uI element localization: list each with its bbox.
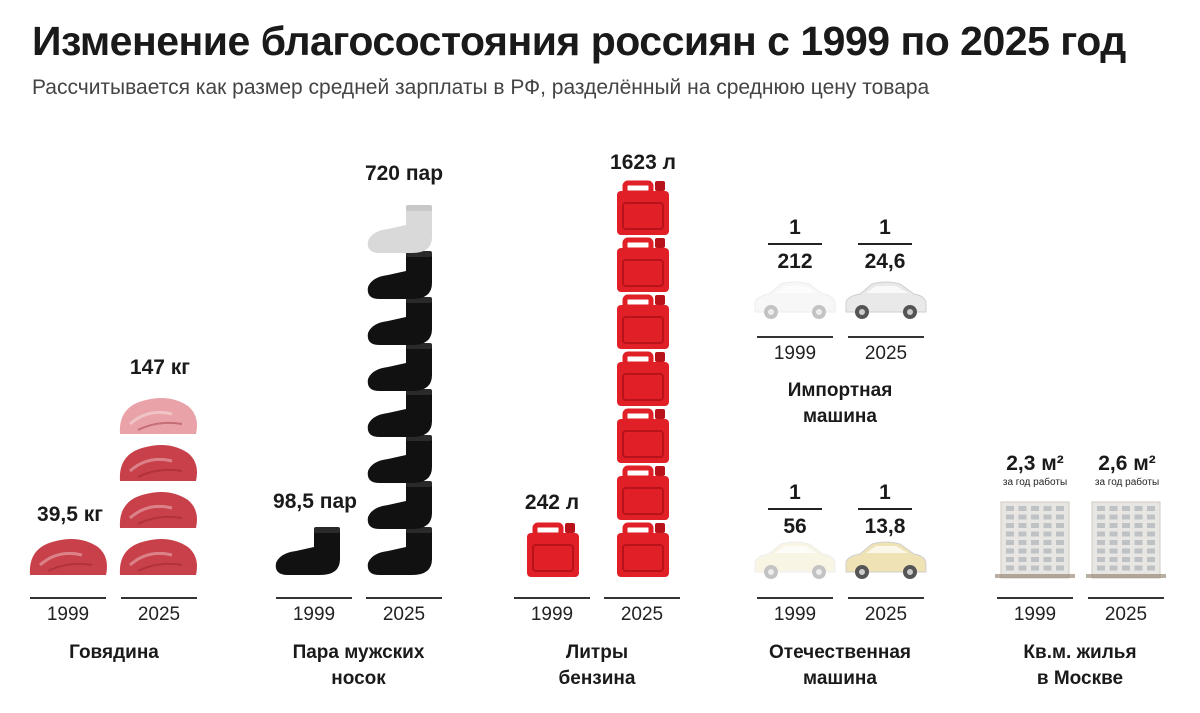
year-label: 2025 xyxy=(864,343,908,364)
category-line: Пара мужских xyxy=(292,642,425,663)
baseline xyxy=(514,597,590,599)
meat-icon xyxy=(119,398,197,434)
category-domestic-car: Отечественная машина xyxy=(740,640,940,692)
sock-icon xyxy=(367,297,432,345)
import-1999-denominator: 212 xyxy=(777,250,813,273)
category-line: машина xyxy=(803,406,877,427)
chart-subtitle: Рассчитывается как размер средней зарпла… xyxy=(32,76,930,99)
category-beef: Говядина xyxy=(69,642,159,663)
domestic-2025-fraction: 1 13,8 xyxy=(858,482,912,538)
chart-title: Изменение благосостояния россиян с 1999 … xyxy=(32,18,1126,64)
sock-icon xyxy=(367,251,432,299)
baseline xyxy=(997,597,1073,599)
category-line: бензина xyxy=(558,668,636,689)
housing-1999-value: 2,3 м² xyxy=(1006,452,1064,475)
year-label: 1999 xyxy=(1013,604,1057,625)
sock-icon xyxy=(367,389,432,437)
domestic-2025-numerator: 1 xyxy=(879,481,891,504)
housing-1999-note: за год работы xyxy=(1002,477,1068,488)
domestic-1999-numerator: 1 xyxy=(789,481,801,504)
fuel-1999-value: 242 л xyxy=(524,491,580,514)
meat-icon xyxy=(119,492,197,528)
baseline xyxy=(366,597,442,599)
year-label: 2025 xyxy=(382,604,426,625)
category-fuel: Литры бензина xyxy=(514,640,680,692)
car-icon xyxy=(845,281,927,319)
sock-icon xyxy=(275,527,340,575)
year-label: 1999 xyxy=(773,343,817,364)
car-icon xyxy=(754,541,836,579)
baseline xyxy=(276,597,352,599)
domestic-1999-denominator: 56 xyxy=(783,515,807,538)
meat-icon xyxy=(119,445,197,481)
category-line: машина xyxy=(803,668,877,689)
baseline xyxy=(1088,597,1164,599)
category-import-car: Импортная машина xyxy=(745,378,935,430)
domestic-2025-denominator: 13,8 xyxy=(864,515,906,538)
import-2025-numerator: 1 xyxy=(879,216,891,239)
jerrycan-icon xyxy=(617,180,669,235)
jerrycan-icon xyxy=(617,465,669,520)
housing-2025-value: 2,6 м² xyxy=(1098,452,1156,475)
car-icon xyxy=(754,281,836,319)
building-icon xyxy=(995,501,1075,579)
year-label: 2025 xyxy=(137,604,181,625)
sock-icon xyxy=(367,343,432,391)
import-2025-fraction: 1 24,6 xyxy=(858,217,912,273)
beef-1999-value: 39,5 кг xyxy=(37,503,103,526)
year-label: 1999 xyxy=(773,604,817,625)
category-line: в Москве xyxy=(1036,668,1124,689)
housing-2025-note: за год работы xyxy=(1094,477,1160,488)
sock-icon xyxy=(367,527,432,575)
import-1999-fraction: 1 212 xyxy=(768,217,822,273)
baseline xyxy=(757,597,833,599)
jerrycan-icon xyxy=(617,408,669,463)
fuel-2025-value: 1623 л xyxy=(610,151,676,174)
sock-icon xyxy=(367,435,432,483)
baseline xyxy=(848,336,924,338)
import-2025-denominator: 24,6 xyxy=(864,250,906,273)
meat-icon xyxy=(29,539,107,575)
jerrycan-icon xyxy=(617,294,669,349)
category-housing: Кв.м. жилья в Москве xyxy=(990,640,1170,692)
category-line: Литры xyxy=(565,642,629,663)
jerrycan-icon xyxy=(527,522,579,577)
category-line: Кв.м. жилья xyxy=(1023,642,1137,663)
sock-icon xyxy=(367,481,432,529)
car-icon xyxy=(845,541,927,579)
baseline xyxy=(30,597,106,599)
jerrycan-icon xyxy=(617,522,669,577)
category-line: носок xyxy=(331,668,386,689)
baseline xyxy=(121,597,197,599)
baseline xyxy=(848,597,924,599)
socks-2025-value: 720 пар xyxy=(364,162,444,185)
category-socks: Пара мужских носок xyxy=(256,640,461,692)
year-label: 2025 xyxy=(864,604,908,625)
beef-2025-value: 147 кг xyxy=(129,356,191,379)
import-1999-numerator: 1 xyxy=(789,216,801,239)
jerrycan-icon xyxy=(617,237,669,292)
domestic-1999-fraction: 1 56 xyxy=(768,482,822,538)
baseline xyxy=(757,336,833,338)
fraction-line xyxy=(858,243,912,245)
year-label: 2025 xyxy=(620,604,664,625)
baseline xyxy=(604,597,680,599)
meat-icon xyxy=(119,539,197,575)
year-label: 1999 xyxy=(292,604,336,625)
fraction-line xyxy=(768,508,822,510)
category-line: Отечественная xyxy=(769,642,911,663)
fraction-line xyxy=(768,243,822,245)
year-label: 1999 xyxy=(530,604,574,625)
building-icon xyxy=(1086,501,1166,579)
jerrycan-icon xyxy=(617,351,669,406)
socks-1999-value: 98,5 пар xyxy=(273,490,357,513)
fraction-line xyxy=(858,508,912,510)
category-line: Импортная xyxy=(787,380,893,401)
sock-icon xyxy=(367,205,432,253)
year-label: 2025 xyxy=(1104,604,1148,625)
year-label: 1999 xyxy=(46,604,90,625)
